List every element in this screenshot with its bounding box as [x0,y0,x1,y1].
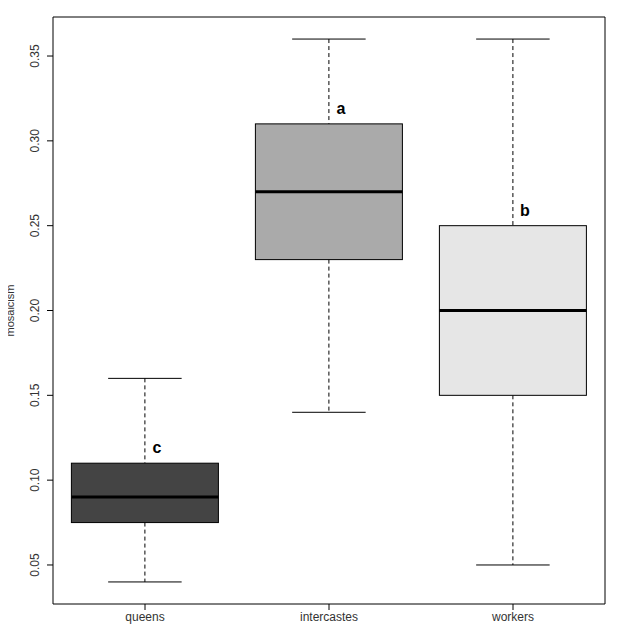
svg-text:c: c [152,439,161,456]
svg-text:mosaicism: mosaicism [8,285,16,337]
svg-text:0.20: 0.20 [28,298,42,322]
svg-text:a: a [336,100,345,117]
svg-text:intercastes: intercastes [300,610,358,624]
svg-text:0.15: 0.15 [28,383,42,407]
svg-text:0.25: 0.25 [28,214,42,238]
svg-text:0.05: 0.05 [28,553,42,577]
svg-text:queens: queens [125,610,164,624]
svg-text:0.35: 0.35 [28,44,42,68]
svg-text:b: b [520,202,530,219]
svg-text:0.10: 0.10 [28,468,42,492]
svg-text:0.30: 0.30 [28,129,42,153]
svg-text:workers: workers [491,610,534,624]
